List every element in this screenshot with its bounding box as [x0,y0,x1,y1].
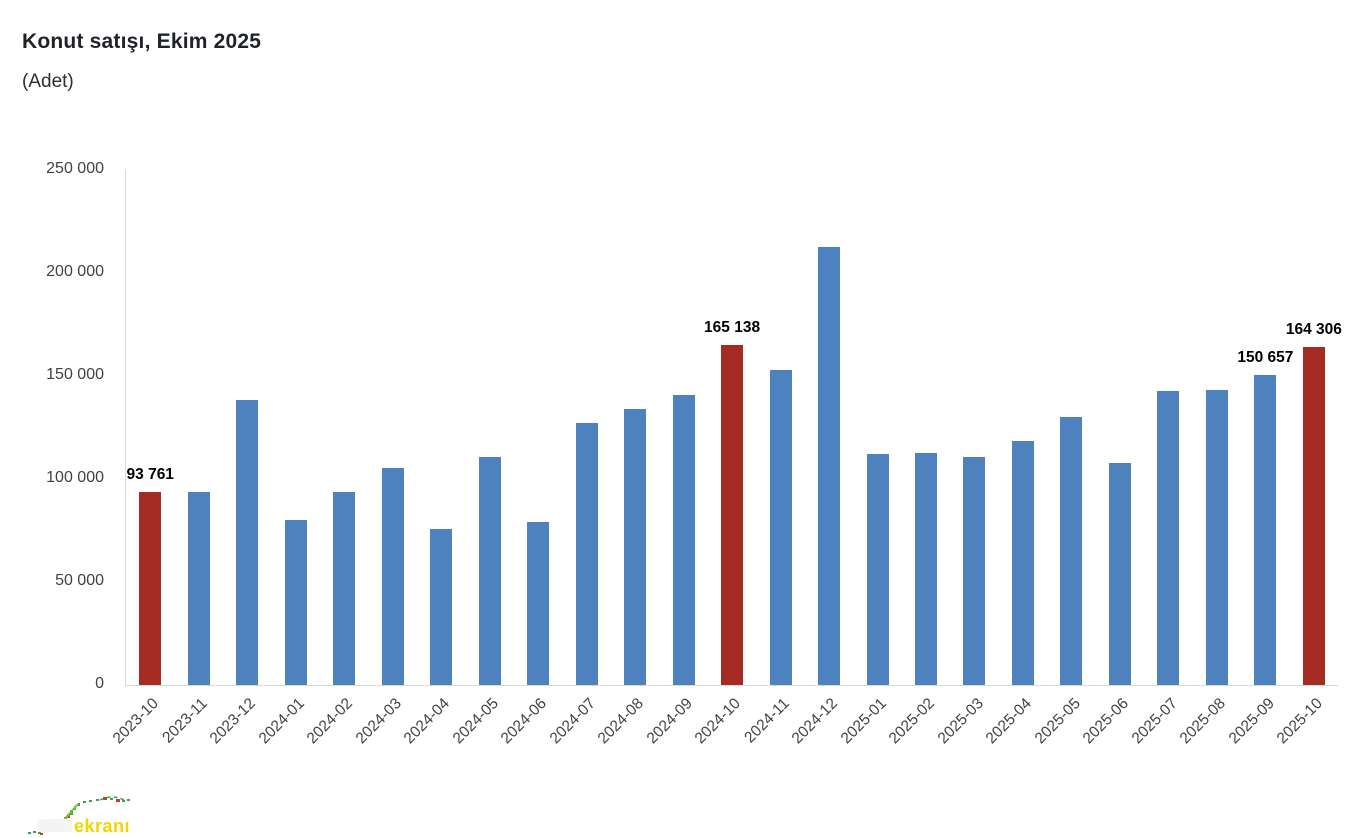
x-tick-label: 2023-10 [110,695,163,748]
y-tick-label: 250 000 [46,160,104,177]
bar-column: 2023-11 [159,170,222,746]
bar[interactable] [1205,390,1228,685]
plot-area: 93 761 2023-10 2023-11 2023-12 2024-01 2024-0… [110,170,1342,747]
bar[interactable] [527,522,550,685]
bar[interactable] [333,492,356,685]
x-tick-label: 2025-09 [1225,695,1278,748]
y-tick-label: 50 000 [55,572,104,589]
x-tick-label: 2024-09 [643,695,696,748]
bar[interactable] [818,247,841,685]
bar-column: 2025-08 [1177,170,1241,747]
bar-column: 165 138 2024-10 [692,170,760,747]
bar[interactable] [963,457,986,685]
bar[interactable] [769,370,792,685]
watermark-brand-text: ekranı [74,816,131,836]
x-tick-label: 2023-12 [206,695,260,748]
bar-column: 2024-12 [789,170,853,747]
x-tick-label: 2024-06 [497,695,551,748]
bar-column: 93 761 2023-10 [110,170,174,747]
bar[interactable] [381,468,404,685]
y-tick-label: 200 000 [46,263,104,280]
data-label: 93 761 [126,466,174,483]
y-tick-label: 150 000 [46,366,104,383]
bar-column: 2024-09 [643,170,707,747]
x-tick-label: 2025-04 [982,695,1035,748]
bar[interactable] [1157,391,1180,685]
faint-watermark-text [38,819,72,832]
bar-column: 2025-01 [837,170,901,747]
x-tick-label: 2024-10 [691,695,745,748]
bar[interactable] [430,529,453,685]
bar-column: 2024-05 [449,170,513,747]
bar[interactable] [478,457,501,685]
chart-subtitle: (Adet) [22,71,74,92]
bar-column: 2024-03 [352,170,416,747]
bar-column: 150 657 2025-09 [1225,170,1293,747]
data-label: 165 138 [704,319,761,336]
data-label: 150 657 [1237,349,1294,366]
watermark: ekranı [26,792,176,838]
bar-column: 2024-07 [546,170,610,747]
x-tick-label: 2024-12 [788,695,842,748]
bar-column: 2023-12 [207,170,271,747]
bar[interactable] [1254,375,1277,685]
x-tick-label: 2025-03 [934,695,987,748]
x-tick-label: 2025-06 [1079,695,1132,748]
x-tick-label: 2025-01 [837,695,890,748]
x-tick-label: 2024-08 [594,695,648,748]
bar[interactable] [672,395,695,685]
bar-column: 2025-07 [1128,170,1192,747]
bar-highlighted[interactable] [1302,347,1325,685]
bar[interactable] [914,453,937,685]
data-label: 164 306 [1285,321,1342,338]
x-tick-label: 2025-10 [1273,695,1326,748]
bar-column: 2024-04 [401,170,465,747]
bar-highlighted[interactable] [721,345,744,685]
x-tick-label: 2023-11 [159,695,211,747]
x-tick-label: 2024-02 [303,695,357,748]
bar[interactable] [624,409,647,685]
bar-column: 2025-04 [983,170,1047,747]
x-tick-label: 2025-02 [885,695,939,748]
x-tick-label: 2024-01 [255,695,308,748]
bar-column: 2025-06 [1080,170,1144,747]
bar-column: 2025-02 [886,170,950,747]
chart-title: Konut satışı, Ekim 2025 [22,30,262,53]
bar[interactable] [1108,463,1131,685]
bar[interactable] [236,400,259,685]
bar[interactable] [284,520,307,685]
bar[interactable] [575,423,598,685]
x-tick-label: 2025-07 [1128,695,1181,748]
bar-column: 164 306 2025-10 [1274,170,1342,747]
bar[interactable] [1011,441,1034,685]
x-tick-label: 2024-03 [352,695,405,748]
x-tick-label: 2024-07 [546,695,599,748]
bar-column: 2024-11 [741,170,804,746]
x-tick-label: 2024-11 [741,695,793,747]
bar-column: 2024-01 [255,170,319,747]
x-tick-label: 2024-05 [449,695,502,748]
bar-highlighted[interactable] [139,492,162,685]
y-tick-label: 100 000 [46,469,104,486]
bar[interactable] [866,454,889,685]
x-tick-label: 2025-05 [1031,695,1084,748]
bar-column: 2024-06 [498,170,562,747]
bar-column: 2024-02 [304,170,368,747]
bar[interactable] [187,492,210,685]
x-tick-label: 2025-08 [1176,695,1229,748]
bar-column: 2025-03 [934,170,998,747]
bar[interactable] [1060,417,1083,685]
bar-column: 2024-08 [595,170,659,747]
bar-column: 2025-05 [1031,170,1095,747]
y-tick-label: 0 [95,675,104,692]
x-tick-label: 2024-04 [400,695,454,748]
